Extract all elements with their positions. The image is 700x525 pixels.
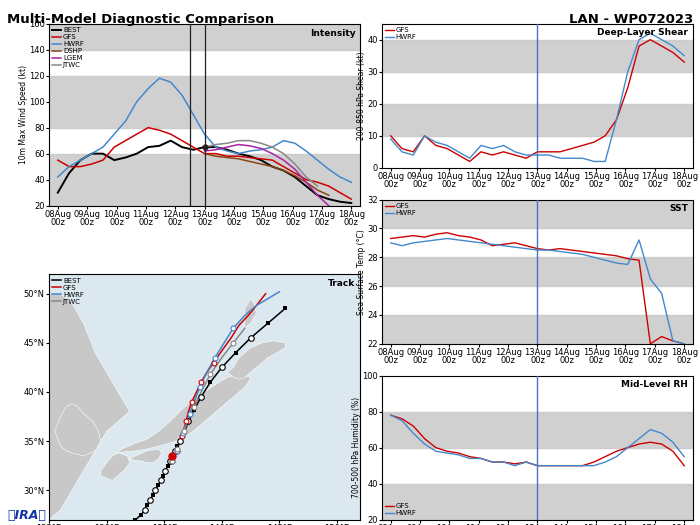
Polygon shape bbox=[55, 404, 101, 456]
Text: LAN - WP072023: LAN - WP072023 bbox=[568, 13, 693, 26]
Bar bbox=[382, 257, 693, 286]
Text: Multi-Model Diagnostic Comparison: Multi-Model Diagnostic Comparison bbox=[7, 13, 274, 26]
Y-axis label: 200-850 hPa Shear (kt): 200-850 hPa Shear (kt) bbox=[357, 51, 365, 140]
Polygon shape bbox=[130, 449, 162, 463]
Bar bbox=[49, 24, 360, 50]
Text: Intensity: Intensity bbox=[310, 29, 356, 38]
Bar bbox=[49, 76, 360, 128]
Legend: BEST, GFS, HWRF, JTWC: BEST, GFS, HWRF, JTWC bbox=[51, 276, 85, 306]
Y-axis label: Sea Surface Temp (°C): Sea Surface Temp (°C) bbox=[357, 229, 365, 314]
Y-axis label: 10m Max Wind Speed (kt): 10m Max Wind Speed (kt) bbox=[19, 65, 27, 164]
Bar bbox=[382, 104, 693, 136]
Legend: GFS, HWRF: GFS, HWRF bbox=[384, 26, 418, 41]
Legend: GFS, HWRF: GFS, HWRF bbox=[384, 502, 418, 518]
Bar bbox=[382, 315, 693, 344]
Polygon shape bbox=[245, 299, 256, 328]
Polygon shape bbox=[49, 293, 130, 520]
Polygon shape bbox=[101, 453, 130, 480]
Legend: GFS, HWRF: GFS, HWRF bbox=[384, 202, 418, 217]
Polygon shape bbox=[228, 341, 285, 379]
Y-axis label: 700-500 hPa Humidity (%): 700-500 hPa Humidity (%) bbox=[351, 397, 360, 498]
Text: Mid-Level RH: Mid-Level RH bbox=[622, 380, 688, 389]
Polygon shape bbox=[116, 374, 251, 453]
Bar bbox=[382, 484, 693, 520]
Text: SST: SST bbox=[669, 204, 688, 213]
Text: ⒸIRAⓈ: ⒸIRAⓈ bbox=[7, 509, 46, 522]
Bar bbox=[382, 40, 693, 72]
Text: Deep-Layer Shear: Deep-Layer Shear bbox=[598, 28, 688, 37]
Bar bbox=[49, 154, 360, 206]
Bar bbox=[382, 412, 693, 448]
Text: Track: Track bbox=[328, 279, 356, 288]
Legend: BEST, GFS, HWRF, DSHP, LGEM, JTWC: BEST, GFS, HWRF, DSHP, LGEM, JTWC bbox=[51, 26, 85, 70]
Bar bbox=[382, 200, 693, 228]
